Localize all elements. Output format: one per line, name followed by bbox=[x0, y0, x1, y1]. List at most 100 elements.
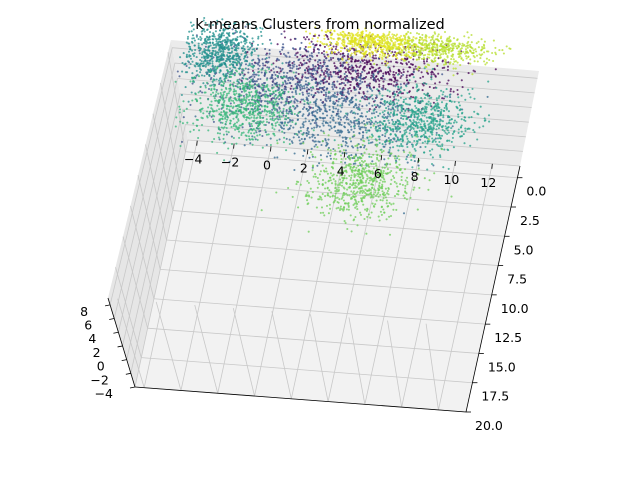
scatter-point bbox=[336, 200, 339, 204]
scatter-point bbox=[272, 100, 275, 103]
scatter-point bbox=[418, 50, 421, 53]
scatter-point bbox=[452, 62, 455, 66]
scatter-point bbox=[245, 77, 248, 80]
scatter-point bbox=[353, 77, 356, 80]
scatter-point bbox=[354, 182, 357, 185]
scatter-point bbox=[367, 97, 370, 100]
scatter-point bbox=[463, 142, 466, 145]
scatter-point bbox=[393, 103, 396, 106]
scatter-point bbox=[362, 131, 365, 134]
scatter-point bbox=[255, 117, 258, 120]
scatter-point bbox=[200, 123, 204, 127]
scatter-point bbox=[362, 119, 365, 123]
scatter-point bbox=[483, 117, 486, 120]
scatter-point bbox=[303, 100, 306, 103]
scatter-point bbox=[415, 48, 418, 51]
scatter-point bbox=[434, 50, 437, 53]
scatter-point bbox=[304, 69, 307, 72]
scatter-point bbox=[342, 99, 345, 103]
scatter-point bbox=[215, 109, 218, 112]
scatter-point bbox=[257, 37, 260, 40]
scatter-point bbox=[242, 94, 245, 98]
scatter-point bbox=[258, 64, 261, 67]
scatter-point bbox=[402, 98, 406, 101]
scatter-point bbox=[245, 118, 248, 121]
scatter-point bbox=[213, 46, 216, 49]
scatter-point bbox=[370, 156, 373, 159]
scatter-point bbox=[272, 78, 275, 82]
scatter-point bbox=[297, 59, 300, 62]
scatter-point bbox=[323, 55, 326, 58]
grid-line-y-wall bbox=[137, 175, 161, 270]
scatter-point bbox=[221, 121, 224, 124]
scatter-point bbox=[326, 65, 329, 68]
scatter-point bbox=[357, 72, 360, 75]
scatter-point bbox=[333, 83, 336, 86]
scatter-point bbox=[460, 118, 463, 121]
scatter-point bbox=[218, 138, 221, 141]
scatter-point bbox=[321, 117, 325, 120]
scatter-point bbox=[374, 203, 377, 206]
scatter-point bbox=[371, 202, 374, 205]
scatter-point bbox=[386, 100, 389, 103]
scatter-point bbox=[426, 92, 429, 95]
scatter-point bbox=[446, 68, 449, 71]
scatter-point bbox=[304, 117, 307, 120]
scatter-point bbox=[247, 107, 250, 111]
scatter-point bbox=[405, 107, 408, 110]
scatter-point bbox=[423, 92, 426, 95]
scatter-point bbox=[276, 58, 279, 61]
scatter-point bbox=[389, 60, 393, 63]
scatter-point bbox=[220, 54, 223, 57]
scatter-point bbox=[217, 53, 220, 56]
scatter-point bbox=[421, 33, 424, 36]
scatter-point bbox=[227, 46, 230, 49]
scatter-point bbox=[442, 166, 445, 169]
scatter-point bbox=[354, 153, 357, 156]
scatter-point bbox=[332, 173, 335, 176]
scatter-point bbox=[469, 45, 472, 48]
scatter-point bbox=[256, 96, 259, 100]
scatter-point bbox=[441, 93, 444, 96]
scatter-point bbox=[272, 91, 275, 94]
scatter-point bbox=[374, 194, 378, 197]
scatter-point bbox=[366, 72, 369, 75]
scatter-point bbox=[226, 58, 229, 61]
scatter-point bbox=[415, 106, 418, 110]
scatter-point bbox=[232, 90, 235, 93]
scatter-point bbox=[415, 58, 419, 61]
scatter-point bbox=[215, 60, 218, 63]
scatter-point bbox=[449, 90, 452, 93]
scatter-point bbox=[348, 103, 351, 106]
scatter-point bbox=[236, 83, 239, 86]
scatter-point bbox=[424, 140, 427, 143]
scatter-point bbox=[298, 139, 301, 142]
scatter-point bbox=[333, 62, 336, 65]
scatter-point bbox=[346, 227, 349, 231]
scatter-point bbox=[374, 57, 378, 60]
scatter-point bbox=[344, 161, 347, 164]
scatter-point bbox=[229, 55, 232, 58]
scatter-point bbox=[330, 165, 333, 169]
scatter-point bbox=[247, 131, 250, 134]
scatter-point bbox=[376, 154, 379, 157]
scatter-point bbox=[427, 188, 430, 191]
scatter-point bbox=[199, 58, 202, 62]
scatter-point bbox=[388, 148, 391, 152]
scatter-point bbox=[232, 111, 235, 114]
scatter-point bbox=[288, 81, 291, 84]
scatter-point bbox=[309, 150, 312, 154]
scatter-point bbox=[423, 177, 426, 180]
scatter-point bbox=[384, 196, 387, 199]
scatter-point bbox=[252, 80, 255, 83]
scatter-point bbox=[415, 96, 418, 99]
scatter-point bbox=[350, 230, 353, 233]
scatter-point bbox=[287, 102, 290, 105]
scatter-point bbox=[348, 100, 351, 103]
scatter-point bbox=[313, 140, 316, 143]
scatter-point bbox=[287, 79, 290, 82]
scatter-point bbox=[424, 127, 427, 130]
scatter-point bbox=[261, 110, 264, 113]
scatter-point bbox=[470, 116, 473, 119]
scatter-point bbox=[372, 124, 375, 127]
